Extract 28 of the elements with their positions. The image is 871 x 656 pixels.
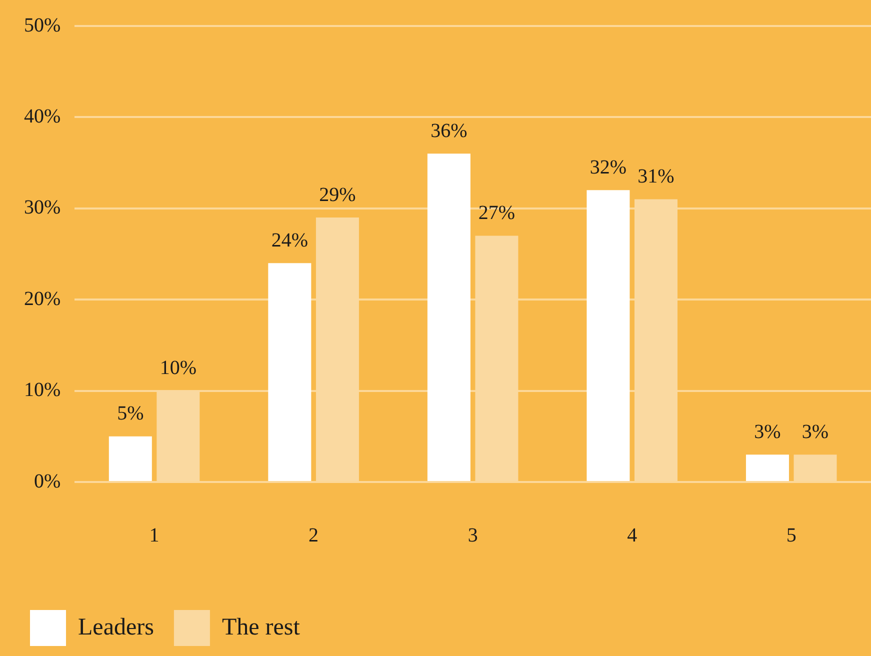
data-label: 3%: [754, 420, 781, 443]
legend-label: Leaders: [78, 614, 154, 640]
bar: [427, 154, 470, 481]
y-tick-label: 0%: [34, 470, 61, 492]
data-label: 27%: [478, 202, 516, 224]
x-tick-label: 4: [627, 524, 638, 546]
bar: [268, 263, 312, 481]
x-tick-label: 5: [786, 524, 796, 546]
bar: [746, 454, 789, 481]
x-tick-label: 1: [149, 524, 160, 546]
data-label: 5%: [117, 402, 144, 425]
y-tick-label: 30%: [24, 196, 61, 219]
y-tick-label: 50%: [24, 14, 61, 36]
x-tick-label: 2: [308, 524, 319, 546]
y-tick-label: 40%: [24, 105, 61, 128]
data-label: 3%: [802, 420, 829, 443]
bar: [586, 190, 630, 481]
legend-label: The rest: [222, 614, 300, 640]
data-label: 24%: [271, 229, 308, 252]
data-label: 32%: [590, 156, 627, 178]
data-label: 31%: [638, 166, 674, 188]
data-label: 36%: [430, 120, 468, 142]
bar: [108, 436, 152, 481]
y-tick-label: 10%: [24, 379, 61, 402]
x-tick-label: 3: [468, 524, 478, 546]
data-label: 10%: [160, 357, 197, 380]
data-label: 29%: [319, 184, 356, 206]
y-tick-label: 20%: [24, 288, 61, 310]
